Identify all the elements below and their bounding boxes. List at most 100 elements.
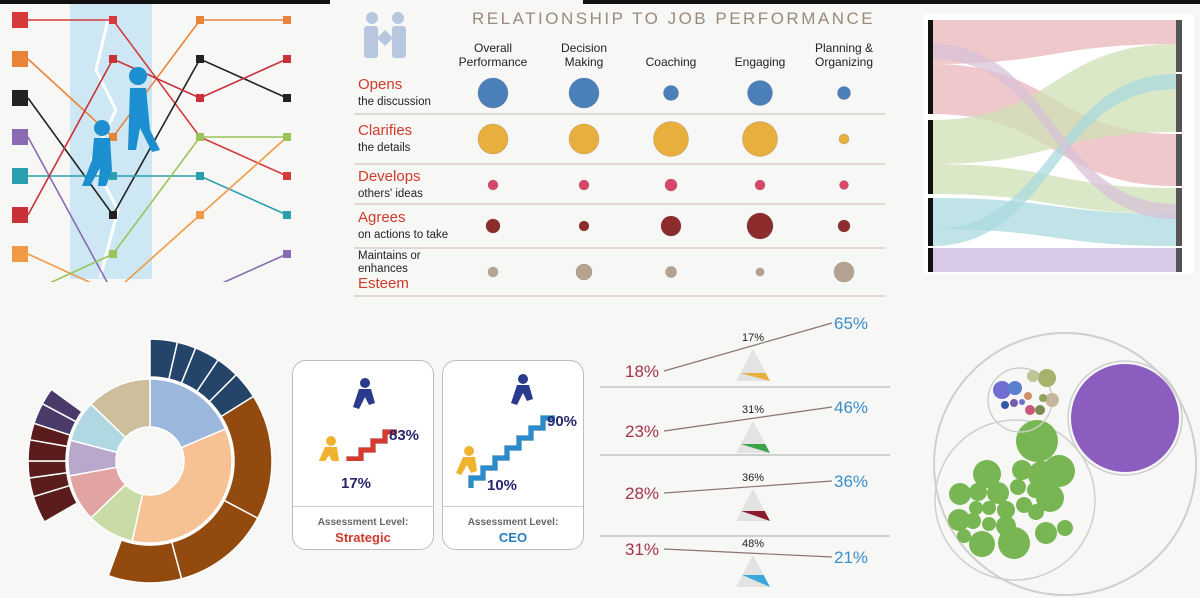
seesaw-beam [663,548,833,558]
column-label: Making [565,55,604,69]
bubble [754,179,766,191]
runner-head [360,378,370,388]
seesaw-mid-value: 36% [742,472,764,484]
bubble [578,179,590,191]
bubble [485,218,501,234]
sunburst-inner-slice [89,378,151,439]
row-label-highlight: Opens [358,76,402,93]
seesaw-mid-value: 17% [742,332,764,344]
bubble [477,123,509,155]
assessment-caption: Assessment Level: [317,517,409,528]
data-point [283,55,291,63]
sunburst-inner-slice [131,427,233,544]
pack-green-bubble [982,501,996,515]
series-line [28,175,288,216]
climber-icon [318,436,339,461]
seesaw-beam [663,322,833,372]
column-label: Planning & [815,41,873,55]
runner-icon [353,378,375,409]
row-label-highlight: Develops [358,168,421,185]
top-percent: 90% [547,413,578,430]
sunburst-chart [27,338,273,584]
pack-green-bubble [1012,460,1032,480]
bubble [568,77,600,109]
pack-mixed-bubble [1045,393,1059,407]
data-point [283,133,291,141]
bubble [833,261,855,283]
bubble [568,123,600,155]
pack-green-bubble [1028,504,1044,520]
pack-mixed-bubble [1039,394,1047,402]
sankey-node-left [928,120,933,194]
row-label-sub: others' ideas [358,188,423,200]
sankey-flow [932,44,1176,164]
data-point [196,133,204,141]
climber-icon [456,446,477,475]
column-label: Coaching [646,55,697,69]
data-point [283,211,291,219]
bubble [747,80,773,106]
row-label-sub: Maintains or [358,250,421,262]
pack-green-bubble [948,509,970,531]
seesaw-fill [741,511,770,521]
climber-body [456,457,477,475]
sankey-node-left [928,198,933,246]
pack-mixed-bubble [1019,399,1025,405]
data-point [283,16,291,24]
sunburst-outer-slice [107,538,183,584]
sankey-node-left [928,248,933,272]
bottom-percent: 10% [487,477,518,494]
legend-square [12,246,28,262]
legend-square [12,168,28,184]
sankey-flow [932,248,1176,272]
bubble [663,85,679,101]
sankey-flow [932,74,1176,246]
legend-square [12,207,28,223]
sankey-node-right [1176,188,1182,246]
pack-green-bubble [1016,497,1032,513]
data-point [109,55,117,63]
seesaw-right-value: 65% [834,314,868,333]
row-label-sub: on actions to take [358,229,448,241]
column-label: Decision [561,41,607,55]
pack-mixed-bubble [1025,405,1035,415]
sankey-chart [924,14,1194,274]
seesaw-fill [740,444,770,453]
seesaw-left-value: 23% [625,422,659,441]
pack-green-bubble [1043,455,1075,487]
series-line [27,136,288,282]
pack-green-bubble [957,529,971,543]
data-point [283,250,291,258]
seesaw-beam [663,406,833,432]
row-label-sub: the discussion [358,96,431,108]
bubble [653,121,689,157]
climber-body [128,88,160,152]
circle-packing-chart [933,332,1197,596]
pack-purple [1071,364,1179,472]
runner-body [511,385,533,405]
bubble-matrix: RELATIONSHIP TO JOB PERFORMANCE Overall P… [350,0,890,300]
row-label-sub: enhances [358,263,408,275]
legend-square [12,51,28,67]
legend-square [12,12,28,28]
bubble [578,220,590,232]
legend-square [12,129,28,145]
stairs-illustration [318,378,397,461]
handshake-icon [364,12,406,58]
seesaw-left-value: 18% [625,362,659,381]
stairs-illustration [456,374,555,488]
stairs-path [346,429,397,461]
seesaw-beam [663,480,833,494]
sankey-node-right [1176,20,1182,72]
data-point [196,172,204,180]
runner-head [518,374,528,384]
bottom-percent: 17% [341,475,372,492]
pack-green-bubble [987,482,1009,504]
assessment-level: Strategic [335,530,391,545]
climbers-icon [82,67,160,186]
pack-green-bubble [997,501,1015,519]
climber-head [464,446,474,456]
sankey-flow [932,20,1176,64]
row-label-highlight: Agrees [358,209,406,226]
bubble [742,121,778,157]
